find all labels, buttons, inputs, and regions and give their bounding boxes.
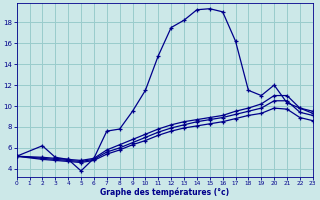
X-axis label: Graphe des températures (°c): Graphe des températures (°c) <box>100 187 229 197</box>
